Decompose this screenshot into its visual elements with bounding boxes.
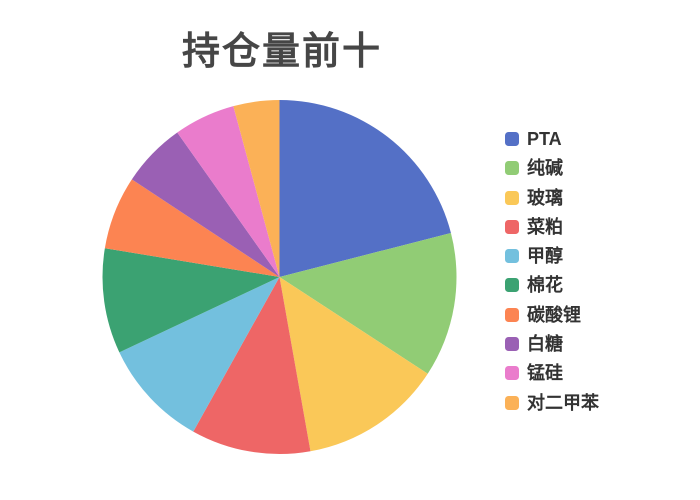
legend-item-玻璃[interactable]: 玻璃 [505,188,599,208]
pie-slice-纯碱[interactable] [279,232,457,374]
legend-swatch-icon [505,132,519,146]
legend-label: 菜粕 [527,216,563,237]
legend-swatch-icon [505,366,519,381]
legend-swatch-icon [505,249,519,264]
pie-slice-锰硅[interactable] [177,106,280,277]
legend: PTA 纯碱玻璃菜粕甲醇棉花碳酸锂白糖锰硅对二甲苯 [505,129,599,422]
legend-item-棉花[interactable]: 棉花 [505,275,599,295]
legend-label: 白糖 [527,334,563,355]
legend-label: 锰硅 [527,363,563,384]
pie-slice-菜粕[interactable] [193,277,311,455]
pie-slice-甲醇[interactable] [119,277,280,432]
legend-label: 玻璃 [527,187,563,208]
pie-slice-PTA[interactable] [279,100,451,277]
legend-swatch-icon [505,395,519,410]
legend-item-锰硅[interactable]: 锰硅 [505,363,599,383]
legend-label: 对二甲苯 [527,392,599,413]
chart-title: 持仓量前十 [181,31,383,73]
legend-item-甲醇[interactable]: 甲醇 [505,246,599,266]
legend-item-碳酸锂[interactable]: 碳酸锂 [505,305,599,325]
pie-slice-碳酸锂[interactable] [104,179,280,277]
pie-slice-对二甲苯[interactable] [233,100,280,277]
pie-slice-棉花[interactable] [102,248,280,353]
legend-swatch-icon [505,337,519,352]
pie-slice-玻璃[interactable] [279,277,428,452]
legend-item-对二甲苯[interactable]: 对二甲苯 [505,393,599,413]
legend-label: PTA [527,129,562,149]
legend-label: 棉花 [527,275,563,296]
legend-swatch-icon [505,161,519,176]
legend-label: 纯碱 [527,158,563,179]
legend-swatch-icon [505,278,519,293]
legend-swatch-icon [505,219,519,234]
legend-swatch-icon [505,307,519,322]
legend-item-白糖[interactable]: 白糖 [505,334,599,354]
pie-slice-白糖[interactable] [131,132,280,277]
legend-swatch-icon [505,190,519,205]
legend-item-菜粕[interactable]: 菜粕 [505,217,599,237]
legend-label: 甲醇 [527,246,563,267]
legend-label: 碳酸锂 [527,304,581,325]
legend-item-PTA[interactable]: PTA [505,129,599,149]
legend-item-纯碱[interactable]: 纯碱 [505,158,599,178]
